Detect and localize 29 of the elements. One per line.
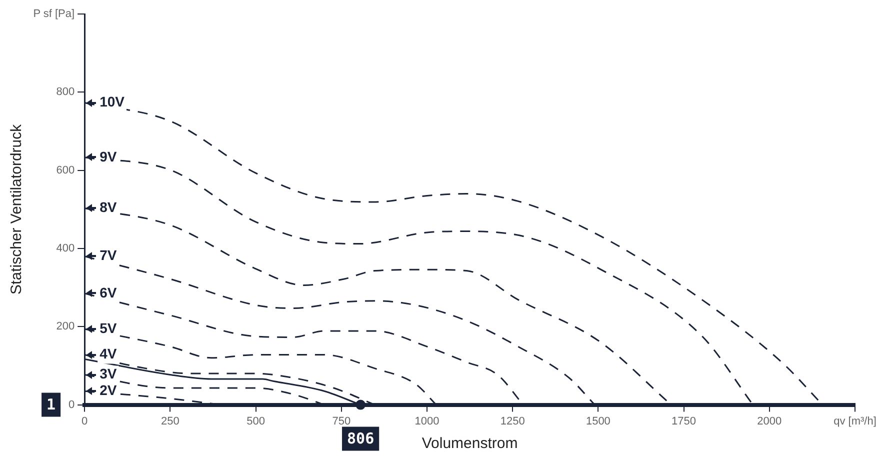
y-tick-label: 400 xyxy=(56,242,75,255)
y-tick-label: 0 xyxy=(68,398,75,411)
x-axis-title: Volumenstrom xyxy=(422,435,518,452)
x-tick-label: 750 xyxy=(332,415,351,428)
legend-label: 6V xyxy=(100,284,118,300)
x-tick-label: qv [m³/h] xyxy=(834,415,876,428)
y-tick-label: 600 xyxy=(56,164,75,176)
text: 1 xyxy=(46,396,56,414)
y-axis-title: Statischer Ventilatordruck xyxy=(8,124,26,294)
x-tick-label: 500 xyxy=(246,415,265,428)
x-tick-label: 1750 xyxy=(672,415,696,428)
legend-label: 8V xyxy=(100,199,118,216)
legend-label: 3V xyxy=(100,366,118,382)
y-tick-label: 800 xyxy=(56,86,75,98)
x-tick-label: 0 xyxy=(82,415,88,428)
y-tick-label: 200 xyxy=(56,320,75,333)
legend-label: 9V xyxy=(100,148,118,164)
x-tick-label: 1250 xyxy=(500,415,525,428)
legend-label: 7V xyxy=(100,247,118,264)
y-tick-label: P sf [Pa] xyxy=(33,8,75,20)
legend-label: 10V xyxy=(100,94,126,110)
x-tick-label: 250 xyxy=(160,415,180,428)
x-tick-label: 1500 xyxy=(586,415,610,428)
legend-label: 4V xyxy=(100,346,118,362)
legend-label: 5V xyxy=(100,320,118,336)
annotation: 806 xyxy=(347,430,374,448)
x-tick-label: 1000 xyxy=(414,415,440,428)
x-tick-label: 2000 xyxy=(757,415,782,428)
legend-label: 2V xyxy=(100,382,118,398)
